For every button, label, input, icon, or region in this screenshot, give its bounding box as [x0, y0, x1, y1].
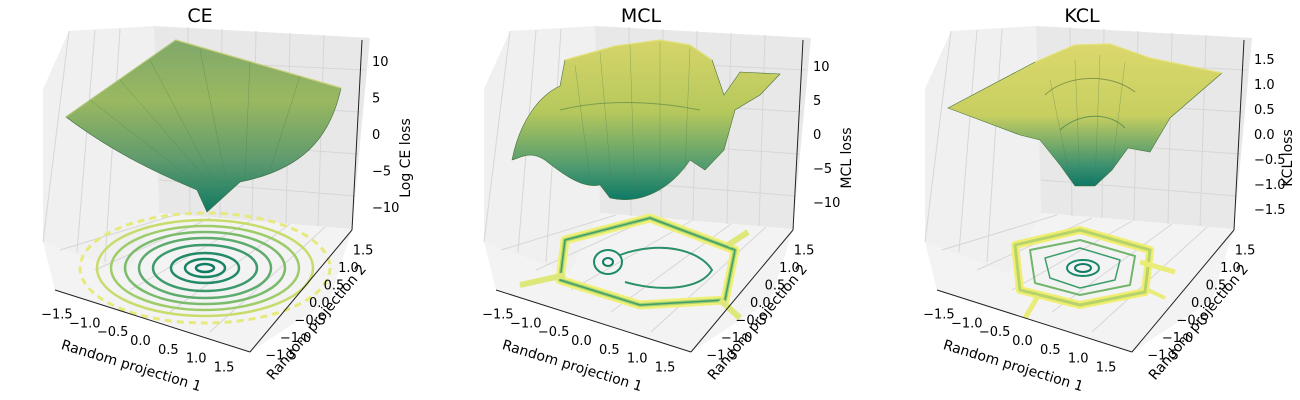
x-ticks: −1.5−1.0−0.50.0 0.5 1.0 1.5	[41, 307, 234, 375]
z-axis-label: Log CE loss	[398, 118, 414, 198]
tick-label: 0.5	[1206, 279, 1227, 294]
tick-label: 0.5	[765, 279, 786, 294]
panel-kcl: −1.5−1.0−0.50.00.51.01.5 −1.5−1.0−0.50.0…	[923, 5, 1296, 395]
tick-label: −10	[813, 196, 840, 211]
surface	[947, 43, 1223, 187]
tick-label: 0.5	[1254, 103, 1275, 118]
tick-label: 10	[813, 60, 830, 75]
tick-label: −0.5	[294, 313, 326, 328]
z-ticks: −1.5 −1.0 −0.5 0.0 0.5 1.0 1.5	[1254, 53, 1286, 218]
tick-label: 0.5	[1040, 343, 1061, 358]
tick-label: 0.0	[1191, 296, 1212, 311]
tick-label: −1.5	[1147, 348, 1179, 363]
contour-projection	[519, 213, 750, 321]
tick-label: 1.0	[627, 352, 648, 367]
tick-label: −1.5	[482, 307, 514, 322]
tick-label: −1.0	[951, 316, 983, 331]
tick-label: 0.0	[1254, 128, 1275, 143]
tick-label: −1.0	[280, 331, 312, 346]
tick-label: −1.0	[510, 316, 542, 331]
contour-projection	[78, 211, 332, 325]
tick-label: −0.5	[1176, 313, 1208, 328]
z-axis-label: KCL loss	[1280, 129, 1296, 186]
tick-label: −5	[372, 165, 391, 180]
y-ticks: −1.5 −1.0 −0.5 0.0 0.5 1.0 1.5	[265, 244, 373, 364]
tick-label: 1.5	[1235, 244, 1256, 259]
tick-label: 1.5	[214, 361, 235, 376]
tick-label: 1.5	[353, 244, 374, 259]
tick-label: −0.5	[1254, 153, 1286, 168]
tick-label: −1.5	[265, 348, 297, 363]
panel-title: KCL	[1064, 5, 1100, 27]
tick-label: 0.5	[599, 343, 620, 358]
surface	[65, 39, 342, 213]
tick-label: 1.0	[1068, 352, 1089, 367]
z-axis-label: MCL loss	[839, 127, 855, 188]
tick-label: 0.0	[750, 296, 771, 311]
tick-label: 0.5	[158, 343, 179, 358]
tick-label: 0	[372, 128, 380, 143]
tick-label: −1.5	[1254, 203, 1286, 218]
tick-label: 1.0	[1254, 78, 1275, 93]
contour-projection	[1011, 226, 1176, 320]
tick-label: −0.5	[97, 325, 129, 340]
tick-label: 0.0	[1012, 334, 1033, 349]
tick-label: −1.0	[1162, 331, 1194, 346]
tick-label: 1.5	[655, 361, 676, 376]
y-ticks: −1.5 −1.0 −0.5 0.0 0.5 1.0 1.5	[1147, 244, 1255, 364]
tick-label: 5	[813, 94, 821, 109]
y-ticks: −1.5 −1.0 −0.5 0.0 0.5 1.0 1.5	[706, 244, 814, 364]
tick-label: −0.5	[735, 313, 767, 328]
tick-label: −0.5	[538, 325, 570, 340]
tick-label: 1.5	[1254, 53, 1275, 68]
axis-edges	[495, 39, 804, 353]
x-ticks: −1.5−1.0−0.50.0 0.5 1.0 1.5	[482, 307, 675, 375]
x-ticks: −1.5−1.0−0.50.0 0.5 1.0 1.5	[923, 307, 1116, 375]
tick-label: −5	[813, 162, 832, 177]
tick-label: 0.5	[324, 279, 345, 294]
tick-label: −1.0	[1254, 178, 1286, 193]
tick-label: 1.0	[186, 352, 207, 367]
tick-label: 1.5	[794, 244, 815, 259]
tick-label: −1.5	[706, 348, 738, 363]
tick-label: 0	[813, 128, 821, 143]
tick-label: −1.5	[41, 307, 73, 322]
axis-edges	[54, 39, 363, 353]
z-ticks: −10 −5 0 5 10	[813, 60, 840, 211]
tick-label: 0.0	[309, 296, 330, 311]
tick-label: 1.0	[338, 261, 359, 276]
tick-label: −0.5	[979, 325, 1011, 340]
tick-label: −10	[372, 201, 399, 216]
tick-label: −1.0	[721, 331, 753, 346]
panel-title: MCL	[621, 5, 662, 27]
tick-label: 0.0	[571, 334, 592, 349]
tick-label: 10	[372, 55, 389, 70]
tick-label: 0.0	[130, 334, 151, 349]
panel-title: CE	[187, 5, 212, 27]
axis-edges	[936, 39, 1245, 353]
tick-label: 1.5	[1096, 361, 1117, 376]
tick-label: 1.0	[779, 261, 800, 276]
tick-label: 5	[372, 91, 380, 106]
z-ticks: −10 −5 0 5 10	[372, 55, 399, 216]
tick-label: −1.0	[69, 316, 101, 331]
surface	[511, 39, 781, 200]
tick-label: 1.0	[1220, 261, 1241, 276]
tick-label: −1.5	[923, 307, 955, 322]
